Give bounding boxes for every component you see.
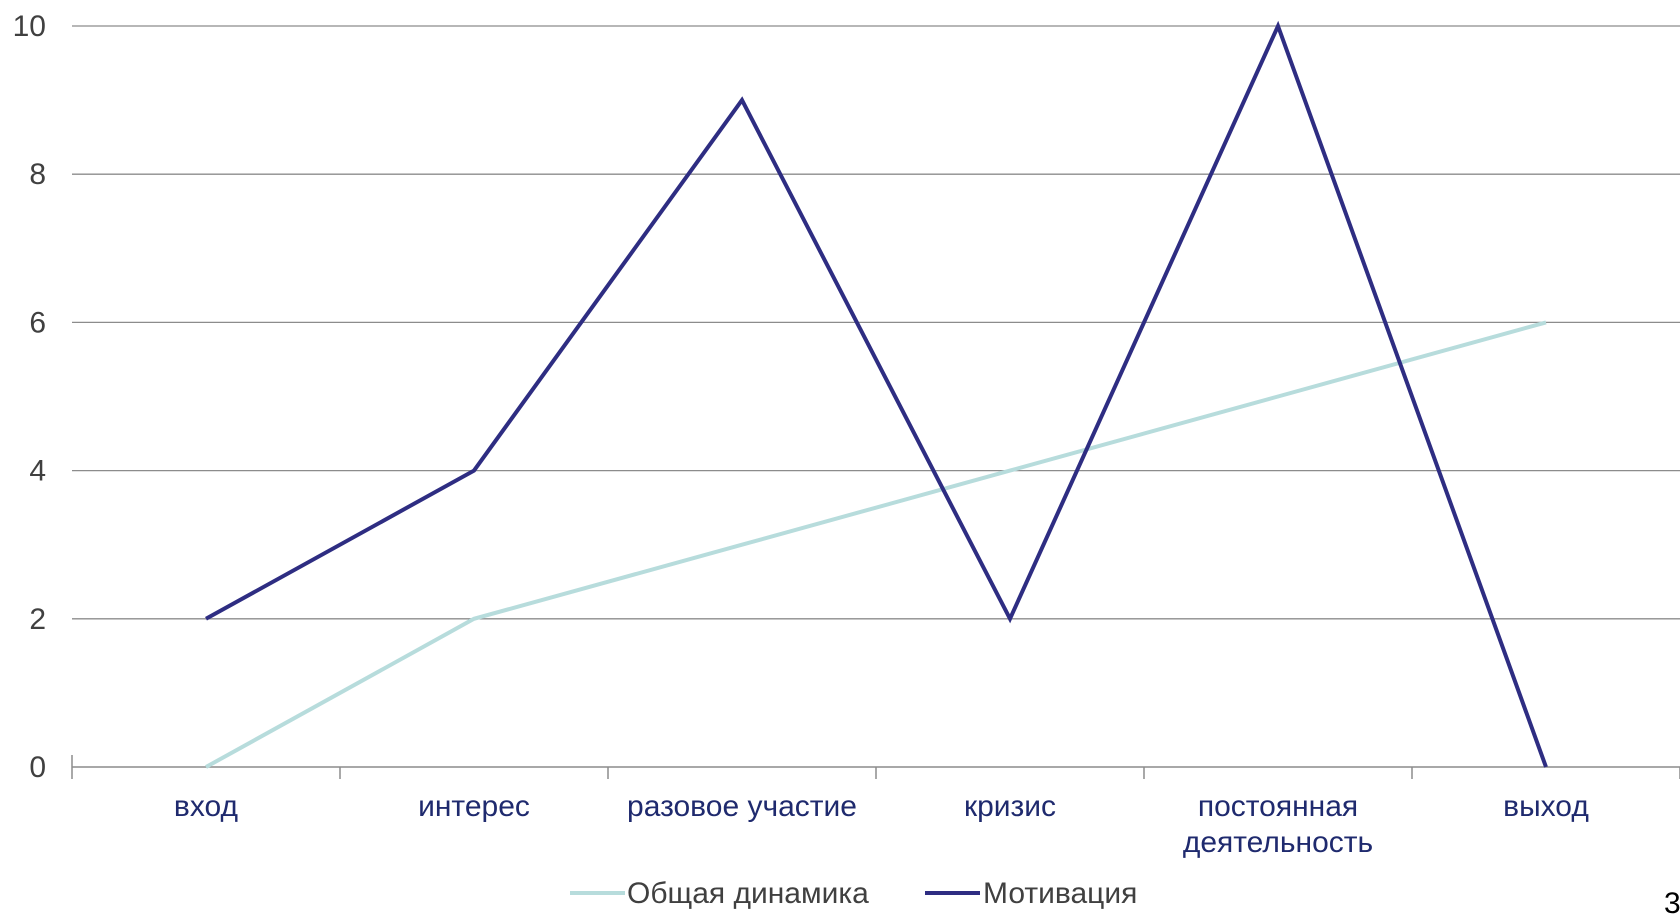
legend: Общая динамика Мотивация [570,877,1137,910]
x-tick-labels: вход интерес разовое участие кризис постоянн… [174,790,1589,859]
legend-label-1: Мотивация [983,877,1137,910]
gridlines [72,25,1680,620]
x-tick-label-2: разовое участие [627,790,857,823]
x-tick-label-0: вход [174,790,238,823]
series-lines [205,20,1548,769]
axes [71,755,1680,779]
series-line-0 [205,320,1547,769]
y-tick-label-4: 4 [29,455,46,488]
y-tick-label-0: 0 [29,751,46,784]
x-tick-label-1: интерес [418,790,530,823]
y-tick-label-2: 2 [29,603,46,636]
y-tick-label-10: 10 [13,10,46,43]
x-tick-label-4: постоянная деятельность [1183,790,1373,859]
page-number: 3 [1664,887,1680,919]
y-tick-label-8: 8 [29,158,46,191]
y-tick-labels: 0 2 4 6 8 10 [13,10,46,784]
x-tick-label-3: кризис [964,790,1056,823]
legend-label-0: Общая динамика [627,877,869,910]
series-line-1 [205,20,1548,768]
x-tick-label-5: выход [1503,790,1589,823]
y-tick-label-6: 6 [29,306,46,339]
